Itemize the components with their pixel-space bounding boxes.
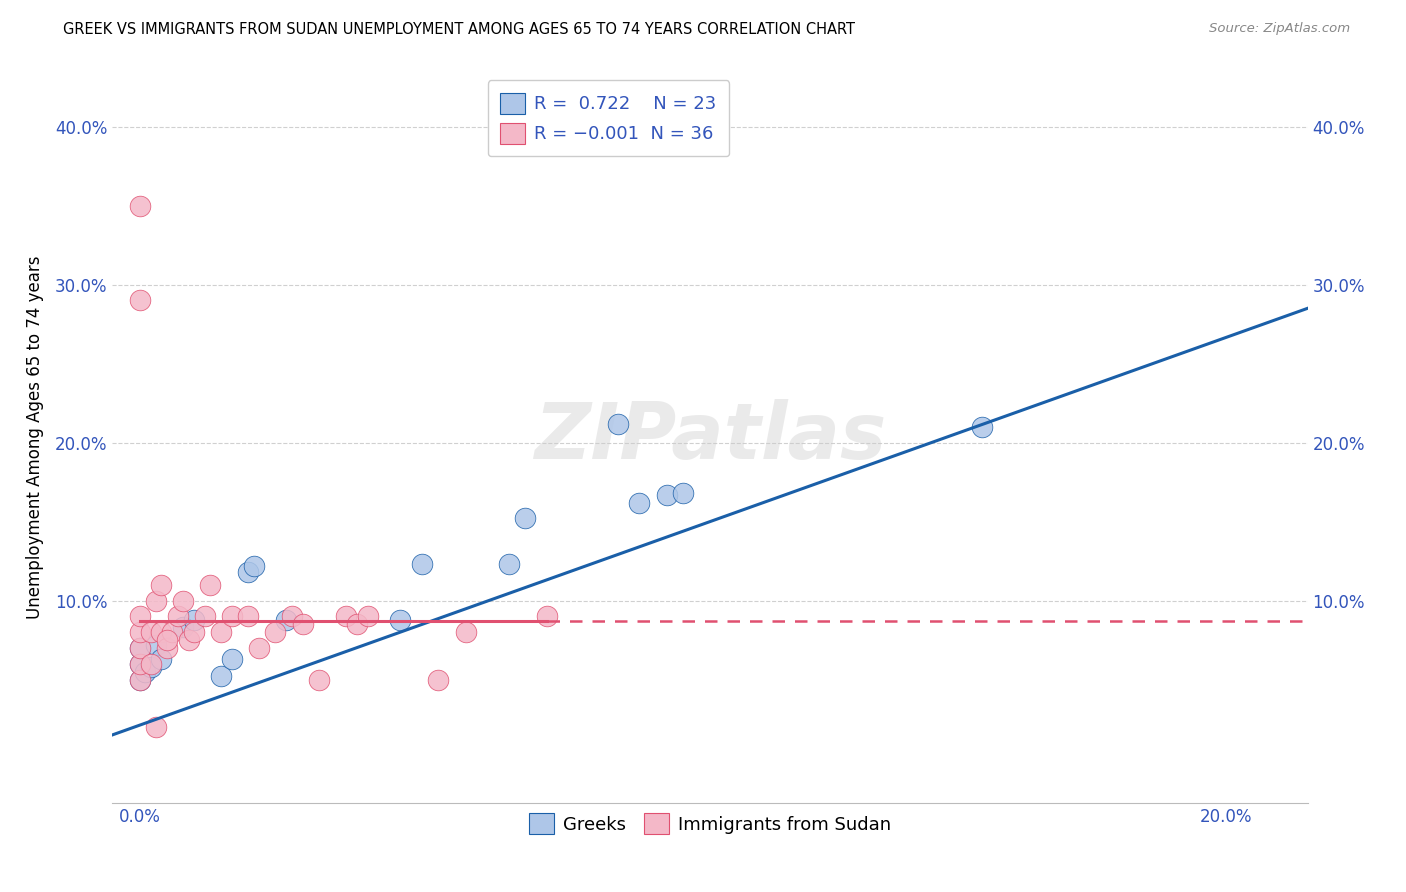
- Point: [498, 558, 520, 572]
- Point: [536, 609, 558, 624]
- Point: [276, 613, 298, 627]
- Point: [628, 495, 651, 509]
- Point: [238, 609, 260, 624]
- Point: [128, 199, 150, 213]
- Point: [606, 417, 628, 431]
- Point: [221, 609, 243, 624]
- Point: [128, 657, 150, 671]
- Point: [264, 625, 287, 640]
- Point: [139, 625, 162, 640]
- Point: [221, 652, 243, 666]
- Point: [150, 625, 173, 640]
- Point: [281, 609, 304, 624]
- Point: [242, 558, 264, 573]
- Point: [238, 565, 260, 579]
- Y-axis label: Unemployment Among Ages 65 to 74 years: Unemployment Among Ages 65 to 74 years: [25, 255, 44, 619]
- Point: [308, 673, 330, 687]
- Point: [177, 633, 200, 648]
- Point: [150, 578, 173, 592]
- Point: [672, 486, 695, 500]
- Point: [172, 593, 194, 607]
- Point: [183, 613, 205, 627]
- Point: [134, 665, 156, 679]
- Point: [156, 633, 179, 648]
- Point: [128, 640, 150, 655]
- Point: [145, 638, 167, 652]
- Point: [209, 669, 232, 683]
- Text: Source: ZipAtlas.com: Source: ZipAtlas.com: [1209, 22, 1350, 36]
- Point: [128, 673, 150, 687]
- Point: [145, 720, 167, 734]
- Point: [357, 609, 380, 624]
- Point: [247, 640, 270, 655]
- Point: [970, 419, 993, 434]
- Text: ZIPatlas: ZIPatlas: [534, 399, 886, 475]
- Point: [145, 593, 167, 607]
- Point: [335, 609, 357, 624]
- Point: [162, 625, 183, 640]
- Point: [139, 657, 162, 671]
- Point: [128, 625, 150, 640]
- Point: [194, 609, 217, 624]
- Point: [291, 617, 314, 632]
- Point: [128, 609, 150, 624]
- Point: [411, 558, 433, 572]
- Point: [166, 609, 188, 624]
- Point: [128, 293, 150, 308]
- Point: [128, 657, 150, 671]
- Point: [389, 613, 412, 627]
- Point: [655, 488, 678, 502]
- Text: GREEK VS IMMIGRANTS FROM SUDAN UNEMPLOYMENT AMONG AGES 65 TO 74 YEARS CORRELATIO: GREEK VS IMMIGRANTS FROM SUDAN UNEMPLOYM…: [63, 22, 855, 37]
- Point: [172, 620, 194, 634]
- Point: [346, 617, 368, 632]
- Point: [515, 511, 537, 525]
- Point: [200, 578, 222, 592]
- Point: [128, 640, 150, 655]
- Point: [209, 625, 232, 640]
- Point: [156, 640, 179, 655]
- Point: [150, 652, 173, 666]
- Point: [427, 673, 450, 687]
- Point: [139, 660, 162, 674]
- Point: [454, 625, 477, 640]
- Point: [183, 625, 205, 640]
- Legend: Greeks, Immigrants from Sudan: Greeks, Immigrants from Sudan: [517, 803, 903, 845]
- Point: [128, 673, 150, 687]
